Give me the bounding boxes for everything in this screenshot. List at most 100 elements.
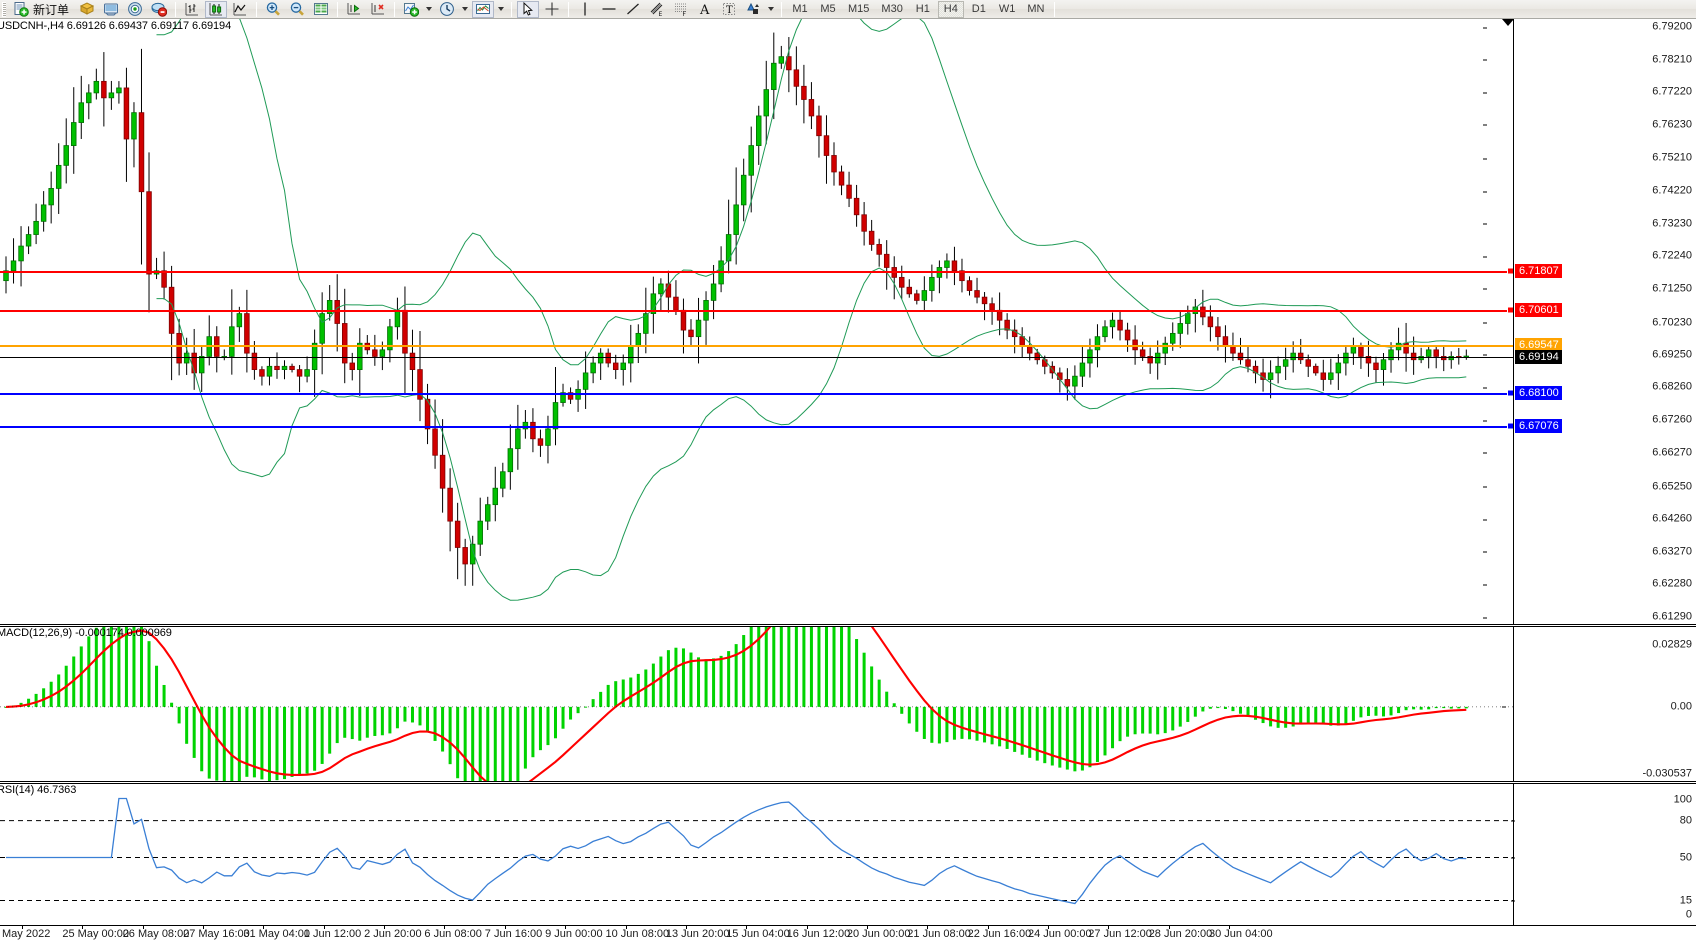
level-handle[interactable]	[1507, 389, 1513, 397]
trendline-button[interactable]	[622, 1, 644, 18]
fibonacci-button[interactable]: F	[670, 1, 692, 18]
price-tag-resistance-lower[interactable]: 6.70601	[1515, 303, 1562, 318]
indicators-icon	[404, 3, 420, 17]
new-order-button[interactable]: 新订单	[10, 1, 74, 18]
symbol-header: USDCNH-,H4 6.69126 6.69437 6.69117 6.691…	[0, 20, 232, 32]
periods-dropdown-caret[interactable]	[462, 7, 469, 11]
level-line-support-upper[interactable]	[0, 392, 1513, 395]
level-line-resistance-upper[interactable]	[0, 270, 1513, 273]
timeframe-m30[interactable]: M30	[881, 3, 903, 15]
time-tick-mark	[565, 926, 567, 929]
time-axis[interactable]: May 2022 25 May 00:00 26 May 08:00 27 May 1…	[0, 925, 1696, 943]
price-tick: 6.65250	[1484, 481, 1696, 492]
price-pane[interactable]: 6.79200 6.78210 6.77220 6.76230 6.75210 6.742…	[0, 19, 1696, 627]
price-tick: 6.76230	[1484, 119, 1696, 130]
price-tag-pivot-orange[interactable]: 6.69547	[1515, 338, 1562, 352]
level-line-pivot-orange[interactable]	[0, 345, 1513, 347]
level-handle[interactable]	[1507, 422, 1513, 430]
grid-button[interactable]	[310, 1, 332, 18]
time-tick-mark	[746, 926, 748, 929]
macd-pane[interactable]: 0.02829 0.00 -0.030537 MACD(12,26,9) -0.00…	[0, 627, 1696, 782]
main-toolbar[interactable]: 新订单	[0, 0, 1696, 19]
price-tag-resistance-upper[interactable]: 6.71807	[1515, 263, 1562, 278]
timeframe-w1[interactable]: W1	[998, 3, 1016, 15]
line-chart-button[interactable]	[229, 1, 251, 18]
vertical-line-button[interactable]	[574, 1, 596, 18]
price-tag-support-lower[interactable]: 6.67076	[1515, 419, 1562, 434]
time-tick: May 2022	[2, 928, 51, 940]
toolbar-separator-4	[394, 1, 396, 17]
bar-chart-icon	[185, 3, 199, 16]
macd-graph	[0, 627, 1513, 782]
price-tag-support-upper[interactable]: 6.68100	[1515, 385, 1562, 400]
toolbar-separator-5	[511, 1, 513, 17]
rsi-plot-area[interactable]	[0, 784, 1513, 925]
data-window-button[interactable]	[100, 1, 122, 18]
timeframe-m5[interactable]: M5	[820, 3, 836, 15]
fibonacci-icon: F	[675, 3, 687, 17]
timeframe-m15[interactable]: M15	[848, 3, 870, 15]
svg-text:F: F	[683, 11, 687, 17]
crosshair-icon	[545, 2, 559, 16]
level-line-current-price[interactable]	[0, 356, 1513, 358]
time-tick: 20 Jun 00:00	[846, 928, 911, 940]
expert-advisors-button[interactable]	[76, 1, 98, 18]
rsi-tick: 100	[1673, 793, 1692, 806]
horizontal-line-button[interactable]	[598, 1, 620, 18]
rsi-axis[interactable]: 100 80 50 15 0	[1508, 784, 1696, 925]
periods-button[interactable]	[436, 1, 458, 18]
time-tick-mark	[685, 926, 687, 929]
price-plot-area[interactable]	[0, 19, 1513, 627]
zoom-in-button[interactable]	[262, 1, 284, 18]
crosshair-button[interactable]	[541, 1, 563, 18]
macd-plot-area[interactable]	[0, 627, 1513, 782]
pane-divider-2[interactable]	[0, 781, 1696, 784]
time-tick: 27 May 16:00	[183, 928, 250, 940]
time-tick: 16 Jun 12:00	[786, 928, 851, 940]
indicators-button[interactable]	[400, 1, 422, 18]
price-tick: 6.78210	[1484, 54, 1696, 65]
level-handle[interactable]	[1507, 306, 1513, 314]
timeframe-h1[interactable]: H1	[915, 3, 930, 15]
candlestick-chart-icon	[209, 3, 223, 16]
timeframe-d1[interactable]: D1	[971, 3, 986, 15]
cursor-button[interactable]	[517, 0, 540, 18]
line-chart-icon	[233, 3, 247, 16]
indicators-dropdown-caret[interactable]	[426, 7, 433, 11]
templates-button[interactable]	[472, 0, 495, 18]
shapes-dropdown-caret[interactable]	[768, 7, 775, 11]
candlestick-chart-button[interactable]	[205, 0, 228, 18]
bar-chart-button[interactable]	[181, 1, 203, 18]
shapes-button[interactable]	[742, 1, 764, 18]
level-handle[interactable]	[1507, 267, 1513, 274]
text-label-button[interactable]: T	[718, 1, 740, 18]
level-line-resistance-lower[interactable]	[0, 310, 1513, 313]
templates-dropdown-caret[interactable]	[498, 7, 505, 11]
macd-tick: -0.030537	[1642, 767, 1692, 780]
macd-axis[interactable]: 0.02829 0.00 -0.030537	[1498, 627, 1696, 782]
equidistant-channel-button[interactable]: E	[646, 1, 668, 18]
time-tick-mark	[1108, 926, 1110, 929]
auto-scroll-button[interactable]	[367, 1, 389, 18]
toolbar-separator-1	[175, 1, 177, 17]
timeframe-h4[interactable]: H4	[937, 0, 964, 18]
zoom-out-button[interactable]	[286, 1, 308, 18]
price-tick: 6.77220	[1484, 86, 1696, 98]
autotrading-button[interactable]	[148, 1, 170, 18]
periods-icon	[440, 2, 454, 16]
svg-text:T: T	[726, 5, 733, 16]
text-icon: A	[699, 3, 710, 17]
chart-root[interactable]: 6.79200 6.78210 6.77220 6.76230 6.75210 6.742…	[0, 19, 1696, 943]
price-axis[interactable]: 6.79200 6.78210 6.77220 6.76230 6.75210 6.742…	[1484, 19, 1696, 627]
shift-end-button[interactable]	[343, 1, 365, 18]
macd-tick: 0.00	[1498, 701, 1696, 712]
timeframe-m1[interactable]: M1	[792, 3, 808, 15]
price-tag-current-price[interactable]: 6.69194	[1515, 349, 1562, 364]
text-button[interactable]: A	[694, 1, 716, 18]
level-line-support-lower[interactable]	[0, 426, 1513, 429]
navigator-button[interactable]	[124, 1, 146, 18]
autotrading-icon	[151, 2, 168, 17]
rsi-pane[interactable]: 100 80 50 15 0 RSI(14) 46.7363	[0, 784, 1696, 925]
toolbar-grip[interactable]	[2, 1, 6, 17]
timeframe-mn[interactable]: MN	[1027, 3, 1045, 15]
